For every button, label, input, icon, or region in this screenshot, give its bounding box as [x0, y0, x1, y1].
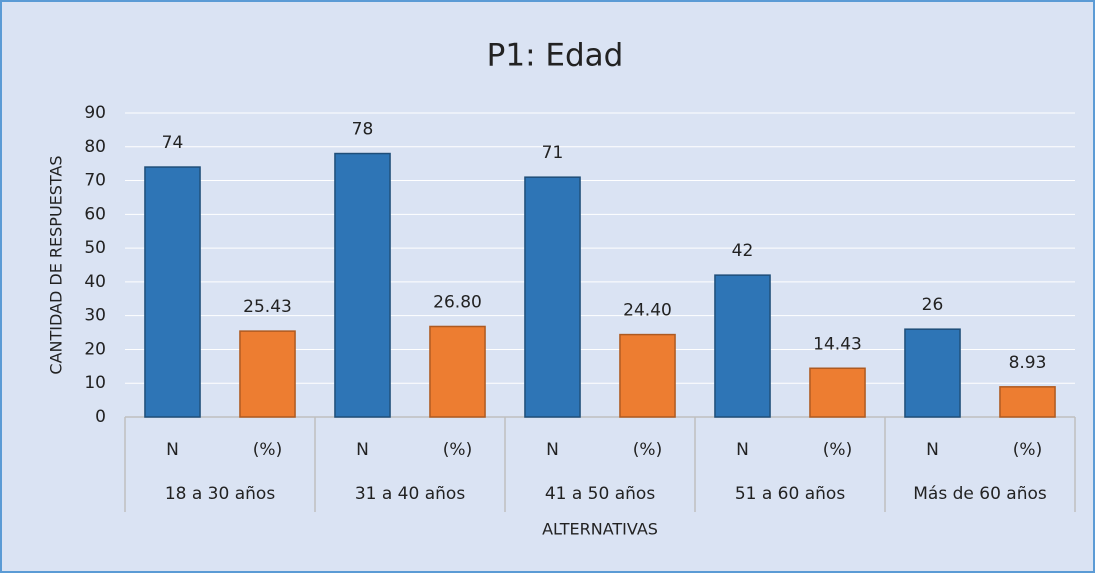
y-tick-label: 50 [84, 238, 106, 258]
y-tick-label: 0 [95, 407, 106, 427]
x-axis-label: ALTERNATIVAS [542, 520, 658, 539]
y-axis-label: CANTIDAD DE RESPUESTAS [47, 155, 66, 374]
x-tick-label: (%) [443, 440, 472, 460]
bar [999, 386, 1056, 418]
x-tick-label: N [166, 440, 179, 460]
y-tick-label: 60 [84, 204, 106, 224]
data-label: 42 [732, 241, 754, 261]
x-tick-label: (%) [253, 440, 282, 460]
bar [334, 152, 391, 418]
data-label: 24.40 [623, 301, 672, 321]
bar [904, 328, 961, 418]
data-label: 78 [352, 120, 374, 140]
data-label: 71 [542, 143, 564, 163]
y-tick-label: 40 [84, 272, 106, 292]
data-label: 14.43 [813, 334, 862, 354]
x-tick-label: N [736, 440, 749, 460]
y-tick-label: 10 [84, 373, 106, 393]
bar [524, 176, 581, 418]
bar [809, 367, 866, 418]
x-tick-label: N [546, 440, 559, 460]
data-label: 26.80 [433, 292, 482, 312]
group-label: 18 a 30 años [165, 484, 275, 504]
y-tick-label: 20 [84, 339, 106, 359]
bar [144, 166, 201, 418]
data-label: 26 [922, 295, 944, 315]
data-label: 25.43 [243, 297, 292, 317]
y-tick-label: 90 [84, 103, 106, 123]
y-tick-label: 80 [84, 137, 106, 157]
data-label: 74 [162, 133, 184, 153]
x-tick-label: N [926, 440, 939, 460]
bar [429, 325, 486, 418]
x-tick-label: (%) [1013, 440, 1042, 460]
group-label: Más de 60 años [913, 484, 1047, 504]
x-tick-label: (%) [633, 440, 662, 460]
y-tick-label: 70 [84, 171, 106, 191]
group-label: 31 a 40 años [355, 484, 465, 504]
group-label: 41 a 50 años [545, 484, 655, 504]
bar [239, 330, 296, 418]
bar [619, 333, 676, 418]
x-tick-label: (%) [823, 440, 852, 460]
chart-title: P1: Edad [487, 38, 624, 74]
group-label: 51 a 60 años [735, 484, 845, 504]
bar [714, 274, 771, 418]
data-label: 8.93 [1009, 353, 1047, 373]
x-tick-label: N [356, 440, 369, 460]
y-tick-label: 30 [84, 306, 106, 326]
